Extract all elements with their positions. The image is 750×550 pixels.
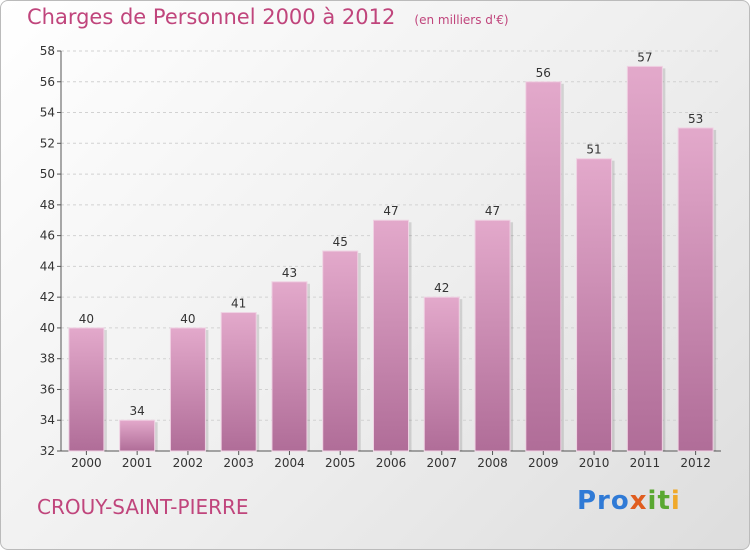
chart-subtitle: (en milliers d'€) <box>414 13 509 27</box>
y-tick-label: 32 <box>40 444 55 458</box>
bar-value-label: 56 <box>536 66 551 80</box>
bar-value-label: 57 <box>637 50 652 64</box>
x-tick-label: 2006 <box>376 456 407 470</box>
chart-title: Charges de Personnel 2000 à 2012 <box>27 5 396 29</box>
bar <box>119 419 156 452</box>
bar <box>576 158 613 452</box>
x-tick-label: 2000 <box>71 456 102 470</box>
bar <box>525 81 562 452</box>
y-tick-label: 52 <box>40 136 55 150</box>
x-tick-label: 2007 <box>426 456 457 470</box>
logo-part-3: it <box>647 486 671 516</box>
x-tick-label: 2003 <box>223 456 254 470</box>
x-tick-label: 2002 <box>173 456 204 470</box>
location-label: CROUY-SAINT-PIERRE <box>37 495 249 519</box>
y-tick-label: 38 <box>40 352 55 366</box>
x-tick-label: 2009 <box>528 456 559 470</box>
bar-value-label: 47 <box>485 204 500 218</box>
bar <box>322 250 359 452</box>
x-tick-label: 2005 <box>325 456 356 470</box>
bar <box>474 219 511 452</box>
bar-value-label: 51 <box>586 143 601 157</box>
y-tick-label: 42 <box>40 290 55 304</box>
logo-part-2: x <box>629 486 648 516</box>
x-tick-label: 2001 <box>122 456 153 470</box>
bar <box>220 312 257 452</box>
bar <box>68 327 105 452</box>
x-tick-label: 2010 <box>579 456 610 470</box>
y-tick-label: 56 <box>40 75 55 89</box>
bar <box>373 219 409 452</box>
y-tick-label: 44 <box>40 259 55 273</box>
bar-value-label: 40 <box>79 312 94 326</box>
x-tick-label: 2008 <box>477 456 508 470</box>
x-tick-label: 2011 <box>630 456 661 470</box>
y-tick-label: 46 <box>40 229 55 243</box>
y-tick-label: 58 <box>40 44 55 58</box>
bar-value-label: 53 <box>688 112 703 126</box>
x-tick-label: 2012 <box>680 456 711 470</box>
bar <box>169 327 206 452</box>
y-tick-label: 36 <box>40 382 55 396</box>
bar-value-label: 34 <box>130 404 145 418</box>
title-row: Charges de Personnel 2000 à 2012 (en mil… <box>27 5 509 29</box>
bar <box>271 281 308 452</box>
proxiti-logo: Proxiti <box>577 486 681 516</box>
bar-value-label: 45 <box>333 235 348 249</box>
y-tick-label: 40 <box>40 321 55 335</box>
y-tick-label: 50 <box>40 167 55 181</box>
bar <box>423 296 460 452</box>
y-tick-label: 48 <box>40 198 55 212</box>
bar-value-label: 42 <box>434 281 449 295</box>
bar-value-label: 43 <box>282 266 297 280</box>
x-tick-label: 2004 <box>274 456 305 470</box>
bar-value-label: 41 <box>231 297 246 311</box>
bar <box>626 65 663 452</box>
bar-value-label: 47 <box>383 204 398 218</box>
bar <box>677 127 714 452</box>
y-tick-label: 54 <box>40 106 55 120</box>
bar-value-label: 40 <box>180 312 195 326</box>
logo-part-1: Pro <box>577 486 630 516</box>
y-tick-label: 34 <box>40 413 55 427</box>
logo-part-4: i <box>670 486 681 516</box>
